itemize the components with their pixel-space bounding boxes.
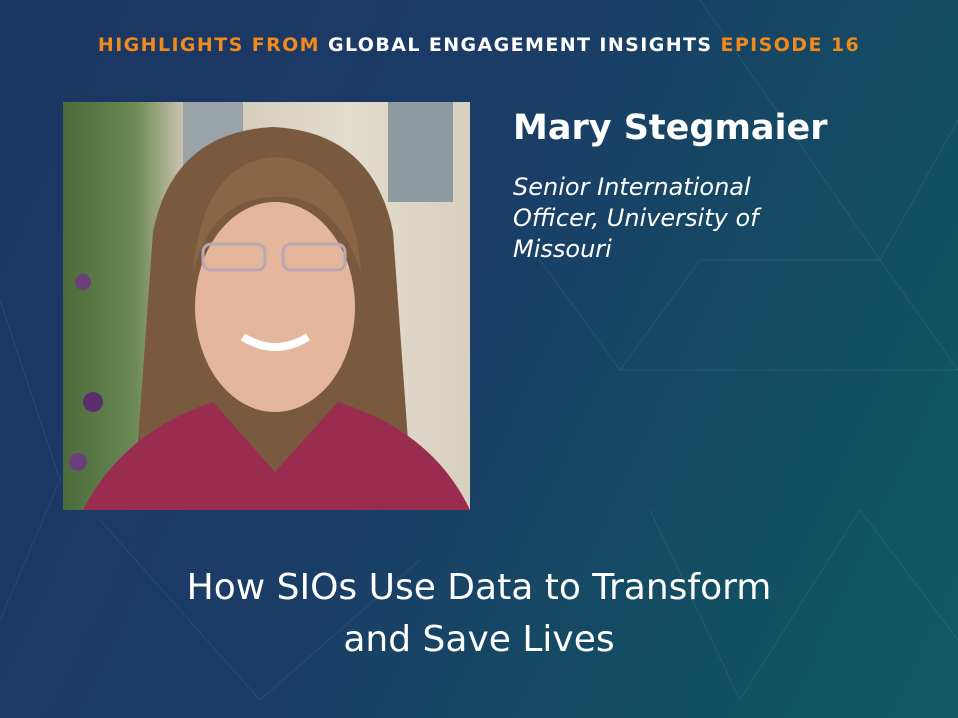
speaker-name: Mary Stegmaier [513,108,828,148]
speaker-role: Senior International Officer, University… [513,173,759,263]
episode-title-line-1: How SIOs Use Data to Transform [186,567,772,608]
episode-title-line-2: and Save Lives [343,619,615,660]
speaker-photo [63,102,470,510]
speaker-portrait-illustration [69,102,470,510]
episode-header: HIGHLIGHTS FROM GLOBAL ENGAGEMENT INSIGH… [0,34,958,56]
episode-number: EPISODE 16 [720,34,861,56]
header-prefix: HIGHLIGHTS FROM [97,34,320,56]
series-name: GLOBAL ENGAGEMENT INSIGHTS [327,34,713,56]
episode-title: How SIOs Use Data to Transform and Save … [0,562,958,666]
